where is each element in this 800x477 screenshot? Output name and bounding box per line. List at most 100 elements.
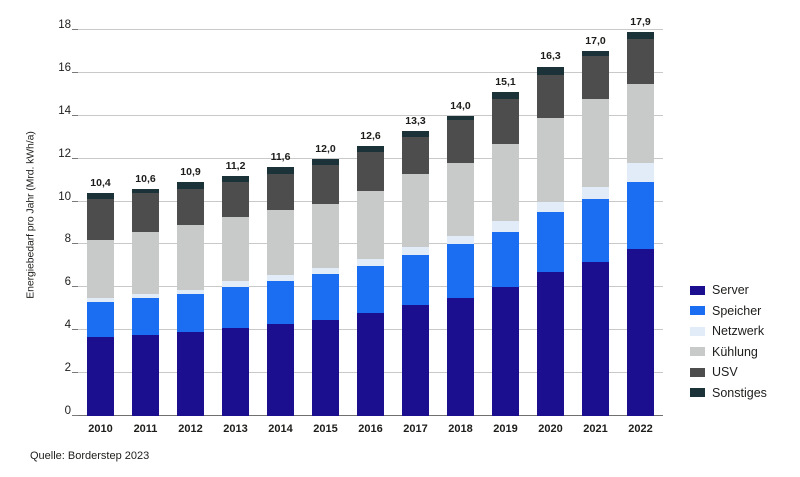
bar-column[interactable]: 10,4 2010 xyxy=(81,30,121,435)
bar-segment-kühlung[interactable] xyxy=(132,231,159,294)
legend-item-server[interactable]: Server xyxy=(690,283,767,297)
bar-column[interactable]: 10,6 2011 xyxy=(126,30,166,435)
legend-item-kühlung[interactable]: Kühlung xyxy=(690,345,767,359)
bar-column[interactable]: 11,2 2013 xyxy=(216,30,256,435)
stacked-bar[interactable] xyxy=(132,188,159,416)
stacked-bar[interactable] xyxy=(447,115,474,416)
legend-item-speicher[interactable]: Speicher xyxy=(690,304,767,318)
bar-segment-kühlung[interactable] xyxy=(357,190,384,260)
bar-segment-server[interactable] xyxy=(267,323,294,416)
bar-segment-netzwerk[interactable] xyxy=(87,298,114,303)
bar-segment-usv[interactable] xyxy=(222,182,249,217)
stacked-bar[interactable] xyxy=(87,193,114,416)
bar-segment-sonstiges[interactable] xyxy=(267,167,294,174)
bar-segment-usv[interactable] xyxy=(537,75,564,118)
stacked-bar[interactable] xyxy=(177,182,204,416)
bar-segment-server[interactable] xyxy=(492,287,519,416)
bar-column[interactable]: 14,0 2018 xyxy=(441,30,481,435)
bar-segment-sonstiges[interactable] xyxy=(177,182,204,189)
bar-segment-netzwerk[interactable] xyxy=(177,289,204,294)
bar-segment-kühlung[interactable] xyxy=(267,210,294,275)
bar-column[interactable]: 13,3 2017 xyxy=(396,30,436,435)
bar-segment-sonstiges[interactable] xyxy=(492,92,519,99)
bar-segment-sonstiges[interactable] xyxy=(537,66,564,76)
bar-segment-sonstiges[interactable] xyxy=(627,32,654,39)
bar-column[interactable]: 11,6 2014 xyxy=(261,30,301,435)
bar-segment-speicher[interactable] xyxy=(582,199,609,262)
bar-segment-speicher[interactable] xyxy=(627,182,654,249)
bar-segment-speicher[interactable] xyxy=(492,231,519,288)
bar-segment-netzwerk[interactable] xyxy=(357,259,384,266)
bar-column[interactable]: 15,1 2019 xyxy=(486,30,526,435)
bar-segment-speicher[interactable] xyxy=(447,244,474,299)
bar-segment-sonstiges[interactable] xyxy=(312,158,339,166)
bar-segment-server[interactable] xyxy=(402,304,429,416)
bar-segment-netzwerk[interactable] xyxy=(627,162,654,183)
bar-segment-speicher[interactable] xyxy=(222,287,249,329)
bar-segment-netzwerk[interactable] xyxy=(267,274,294,281)
bar-segment-usv[interactable] xyxy=(492,98,519,144)
bar-segment-speicher[interactable] xyxy=(402,255,429,305)
bar-segment-server[interactable] xyxy=(582,261,609,416)
bar-segment-netzwerk[interactable] xyxy=(492,220,519,232)
bar-segment-speicher[interactable] xyxy=(267,280,294,324)
bar-segment-server[interactable] xyxy=(177,332,204,416)
bar-column[interactable]: 12,0 2015 xyxy=(306,30,346,435)
bar-segment-speicher[interactable] xyxy=(537,212,564,273)
bar-segment-sonstiges[interactable] xyxy=(447,115,474,121)
bar-segment-server[interactable] xyxy=(357,313,384,416)
bar-segment-usv[interactable] xyxy=(267,173,294,211)
bar-column[interactable]: 17,0 2021 xyxy=(576,30,616,435)
bar-segment-kühlung[interactable] xyxy=(177,225,204,290)
bar-segment-sonstiges[interactable] xyxy=(132,188,159,193)
bar-segment-usv[interactable] xyxy=(402,137,429,174)
bar-segment-netzwerk[interactable] xyxy=(222,280,249,288)
bar-segment-server[interactable] xyxy=(312,319,339,416)
bar-segment-kühlung[interactable] xyxy=(402,173,429,247)
bar-segment-netzwerk[interactable] xyxy=(312,268,339,275)
stacked-bar[interactable] xyxy=(402,130,429,416)
bar-column[interactable]: 16,3 2020 xyxy=(531,30,571,435)
legend-item-netzwerk[interactable]: Netzwerk xyxy=(690,324,767,338)
stacked-bar[interactable] xyxy=(627,32,654,416)
bar-segment-usv[interactable] xyxy=(357,152,384,191)
stacked-bar[interactable] xyxy=(492,92,519,416)
legend-item-usv[interactable]: USV xyxy=(690,365,767,379)
bar-segment-server[interactable] xyxy=(537,272,564,416)
bar-segment-server[interactable] xyxy=(627,248,654,416)
stacked-bar[interactable] xyxy=(312,158,339,416)
bar-segment-sonstiges[interactable] xyxy=(222,175,249,183)
bar-segment-usv[interactable] xyxy=(582,55,609,99)
bar-segment-server[interactable] xyxy=(222,328,249,416)
bar-segment-netzwerk[interactable] xyxy=(447,235,474,245)
bar-column[interactable]: 10,9 2012 xyxy=(171,30,211,435)
bar-segment-usv[interactable] xyxy=(87,199,114,241)
bar-segment-speicher[interactable] xyxy=(177,293,204,333)
bar-segment-netzwerk[interactable] xyxy=(582,186,609,200)
bar-segment-speicher[interactable] xyxy=(132,298,159,335)
bar-segment-usv[interactable] xyxy=(447,120,474,163)
bar-segment-server[interactable] xyxy=(447,298,474,416)
bar-segment-kühlung[interactable] xyxy=(537,117,564,202)
bar-segment-netzwerk[interactable] xyxy=(537,201,564,213)
bar-segment-usv[interactable] xyxy=(312,165,339,204)
bar-segment-usv[interactable] xyxy=(177,188,204,226)
bar-column[interactable]: 17,9 2022 xyxy=(621,16,661,435)
bar-segment-speicher[interactable] xyxy=(312,274,339,320)
bar-segment-speicher[interactable] xyxy=(87,302,114,337)
bar-segment-kühlung[interactable] xyxy=(582,98,609,187)
bar-segment-server[interactable] xyxy=(132,334,159,416)
bar-segment-kühlung[interactable] xyxy=(447,162,474,236)
bar-segment-speicher[interactable] xyxy=(357,265,384,314)
bar-segment-kühlung[interactable] xyxy=(492,143,519,221)
bar-segment-kühlung[interactable] xyxy=(312,203,339,269)
bar-segment-sonstiges[interactable] xyxy=(402,130,429,138)
bar-segment-sonstiges[interactable] xyxy=(582,51,609,56)
bar-column[interactable]: 12,6 2016 xyxy=(351,30,391,435)
bar-segment-server[interactable] xyxy=(87,336,114,416)
bar-segment-kühlung[interactable] xyxy=(222,216,249,281)
bar-segment-kühlung[interactable] xyxy=(627,83,654,163)
legend-item-sonstiges[interactable]: Sonstiges xyxy=(690,386,767,400)
bar-segment-sonstiges[interactable] xyxy=(87,193,114,200)
bar-segment-usv[interactable] xyxy=(132,193,159,232)
